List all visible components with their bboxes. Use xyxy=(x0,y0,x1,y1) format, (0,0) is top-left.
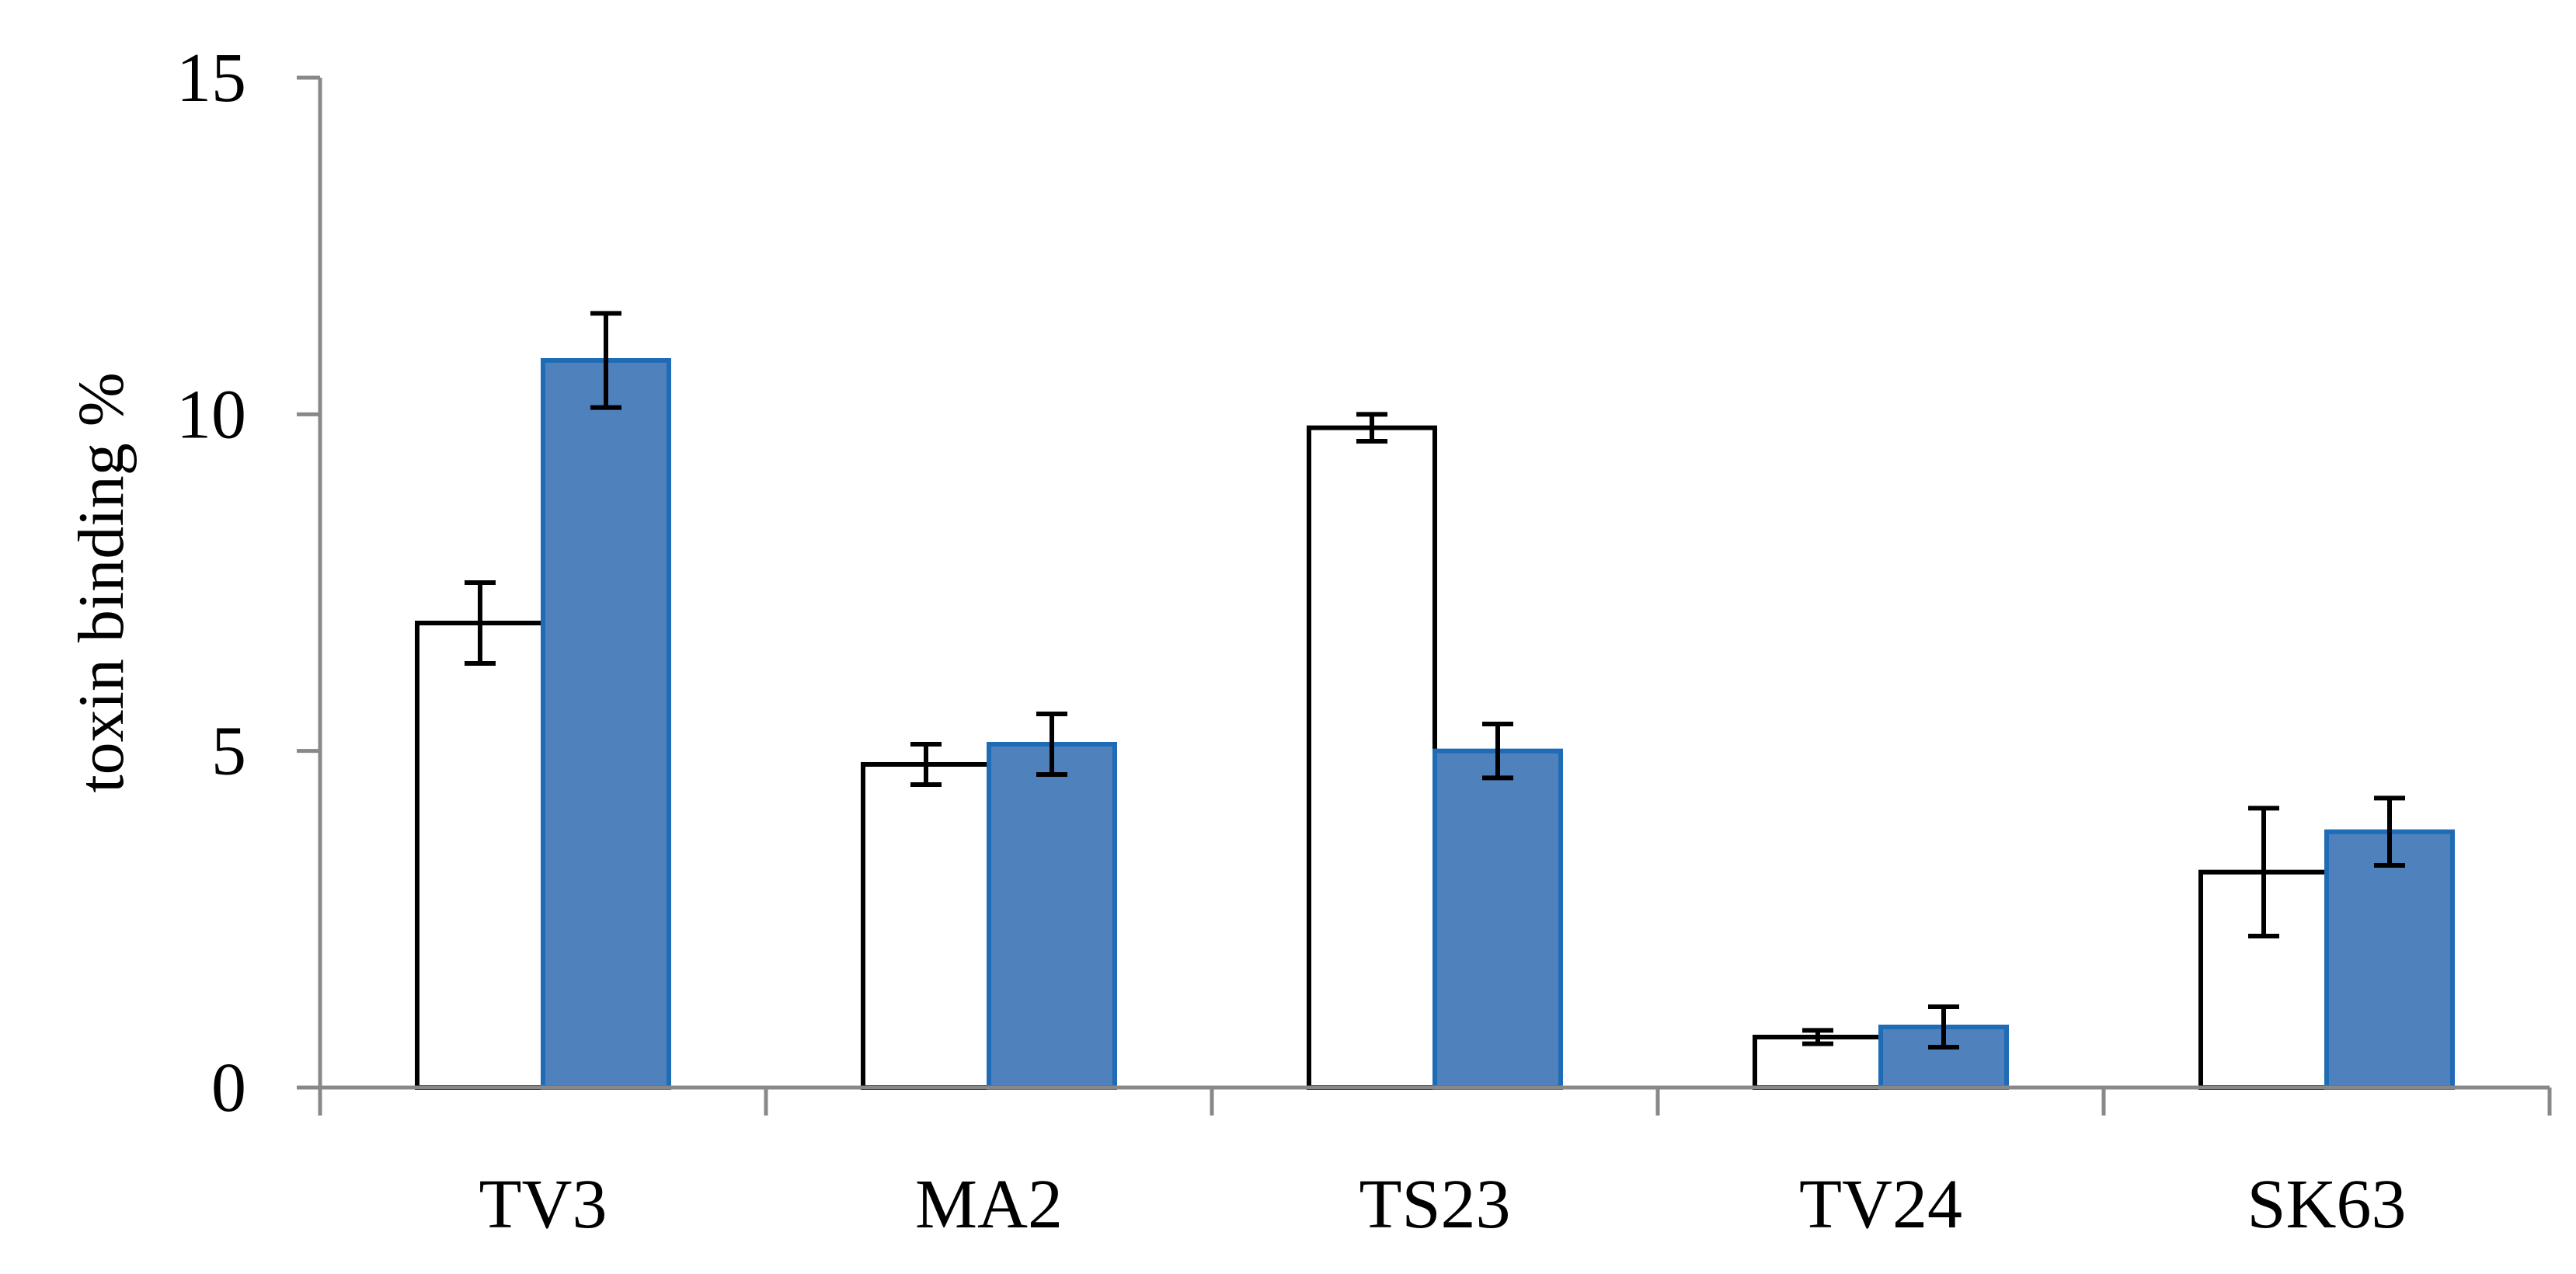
bar-series-2-tv3 xyxy=(541,358,671,1090)
bar-series-2-ts23 xyxy=(1432,748,1563,1091)
x-category-label: TV24 xyxy=(1799,1166,1962,1243)
bar-series-2-sk63 xyxy=(2324,829,2455,1090)
y-axis-title: toxin binding % xyxy=(65,372,138,792)
y-tick-label: 0 xyxy=(211,1049,246,1126)
y-axis-ticks: 0 5 10 15 xyxy=(176,40,320,1126)
y-tick-label: 5 xyxy=(211,713,246,790)
bar-series-2-ma2 xyxy=(987,742,1117,1090)
y-tick-label: 10 xyxy=(176,376,246,453)
axes xyxy=(318,78,2552,1116)
x-axis-categories: TV3 MA2 TS23 TV24 SK63 xyxy=(479,1166,2407,1243)
bar-series-1-ts23 xyxy=(1307,425,1437,1090)
x-category-label: TS23 xyxy=(1359,1166,1510,1243)
y-tick-label: 15 xyxy=(176,40,246,117)
bar-series-1-ma2 xyxy=(861,762,991,1090)
error-bars xyxy=(465,311,2405,1049)
x-category-label: MA2 xyxy=(915,1166,1063,1243)
x-category-label: SK63 xyxy=(2247,1166,2406,1243)
bars xyxy=(415,358,2455,1091)
x-category-label: TV3 xyxy=(479,1166,607,1243)
bar-series-1-tv3 xyxy=(415,621,545,1090)
